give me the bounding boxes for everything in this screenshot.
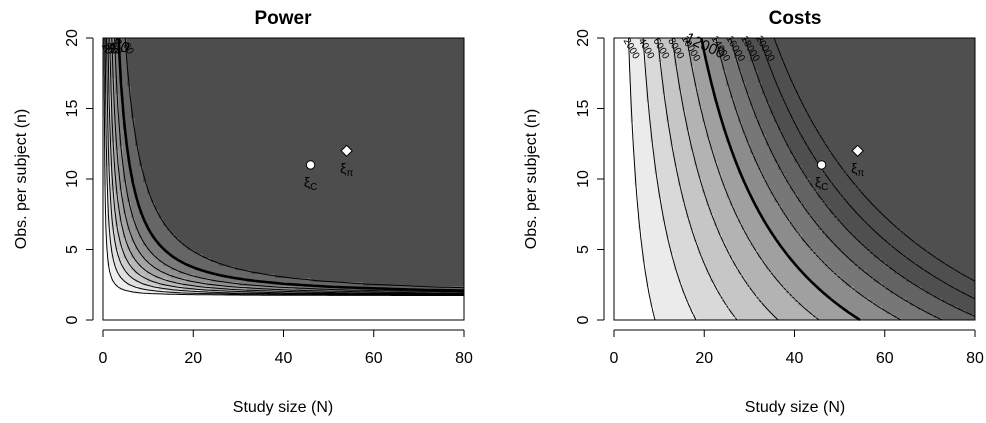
x-axis-label: Study size (N) bbox=[745, 399, 845, 416]
contour-line-12000 bbox=[700, 37, 861, 322]
contour-line-60 bbox=[111, 37, 464, 294]
contour-lines bbox=[628, 37, 976, 322]
y-tick-label: 20 bbox=[575, 29, 592, 47]
plot-frame bbox=[102, 37, 465, 321]
chart-title: Costs bbox=[769, 8, 822, 29]
y-axis: 0 5 10 15 20 bbox=[64, 29, 94, 324]
chart-panel-costs: 2000400060008000100001200014000160001800… bbox=[523, 8, 984, 416]
y-tick-label: 10 bbox=[64, 170, 81, 188]
chart-title: Power bbox=[254, 8, 312, 29]
contour-lines bbox=[103, 37, 465, 296]
filled-contour-heatmap bbox=[614, 38, 975, 320]
contour-line-18000 bbox=[744, 37, 976, 317]
y-tick-label: 5 bbox=[64, 245, 81, 254]
x-tick-label: 40 bbox=[786, 350, 804, 367]
filled-contour-heatmap bbox=[103, 38, 464, 320]
y-axis-label: Obs. per subject (n) bbox=[523, 109, 540, 250]
contour-line-70 bbox=[114, 37, 465, 293]
contour-line-16000 bbox=[730, 37, 943, 321]
design-point-1 bbox=[305, 160, 316, 170]
y-axis: 0 5 10 15 20 bbox=[575, 29, 605, 324]
contour-line-14000 bbox=[715, 37, 902, 321]
x-tick-label: 0 bbox=[99, 350, 108, 367]
point-label: ξπ bbox=[340, 160, 353, 179]
contour-label: 90 bbox=[120, 41, 135, 57]
y-tick-label: 15 bbox=[64, 100, 81, 118]
design-point-2 bbox=[340, 144, 353, 158]
contour-label: 80 bbox=[110, 35, 132, 57]
x-tick-label: 60 bbox=[876, 350, 894, 367]
contour-line-4000 bbox=[642, 37, 697, 321]
contour-label: 60 bbox=[107, 41, 122, 57]
x-tick-label: 0 bbox=[610, 350, 619, 367]
contour-line-30 bbox=[106, 38, 464, 296]
contour-line-6000 bbox=[657, 37, 738, 321]
plot-frame bbox=[613, 37, 976, 321]
contour-line-90 bbox=[124, 37, 465, 289]
contour-line-2000 bbox=[628, 37, 656, 321]
contour-label: 30 bbox=[101, 41, 116, 57]
contour-line-10 bbox=[103, 38, 464, 296]
x-tick-label: 40 bbox=[275, 350, 293, 367]
contour-line-50 bbox=[109, 37, 464, 295]
design-point-1 bbox=[816, 160, 827, 170]
contour-line-8000 bbox=[671, 37, 779, 321]
x-axis: 0 20 40 60 80 bbox=[610, 329, 984, 367]
y-tick-label: 0 bbox=[575, 315, 592, 324]
x-tick-label: 60 bbox=[365, 350, 383, 367]
x-tick-label: 20 bbox=[184, 350, 202, 367]
contour-line-10000 bbox=[686, 37, 820, 321]
contour-labels: 10305060708090 bbox=[99, 35, 136, 57]
x-axis: 0 20 40 60 80 bbox=[99, 329, 473, 367]
y-axis-label: Obs. per subject (n) bbox=[13, 109, 30, 250]
contour-label: 70 bbox=[110, 41, 125, 57]
design-point-2 bbox=[851, 144, 864, 158]
y-tick-label: 5 bbox=[575, 245, 592, 254]
y-tick-label: 10 bbox=[575, 170, 592, 188]
point-label: ξC bbox=[815, 174, 829, 193]
y-tick-label: 15 bbox=[575, 100, 592, 118]
contour-line-22000 bbox=[773, 37, 976, 282]
y-tick-label: 0 bbox=[64, 315, 81, 324]
contour-line-80 bbox=[117, 37, 464, 292]
y-tick-label: 20 bbox=[64, 29, 81, 47]
chart-panel-power: 10305060708090ξCξπ02040608005101520Power… bbox=[13, 8, 473, 416]
x-tick-label: 80 bbox=[455, 350, 473, 367]
point-label: ξC bbox=[304, 174, 318, 193]
x-tick-label: 80 bbox=[966, 350, 984, 367]
contour-label: 50 bbox=[105, 41, 120, 57]
point-label: ξπ bbox=[851, 160, 864, 179]
x-axis-label: Study size (N) bbox=[233, 399, 333, 416]
x-tick-label: 20 bbox=[695, 350, 713, 367]
contour-line-20000 bbox=[759, 37, 976, 300]
